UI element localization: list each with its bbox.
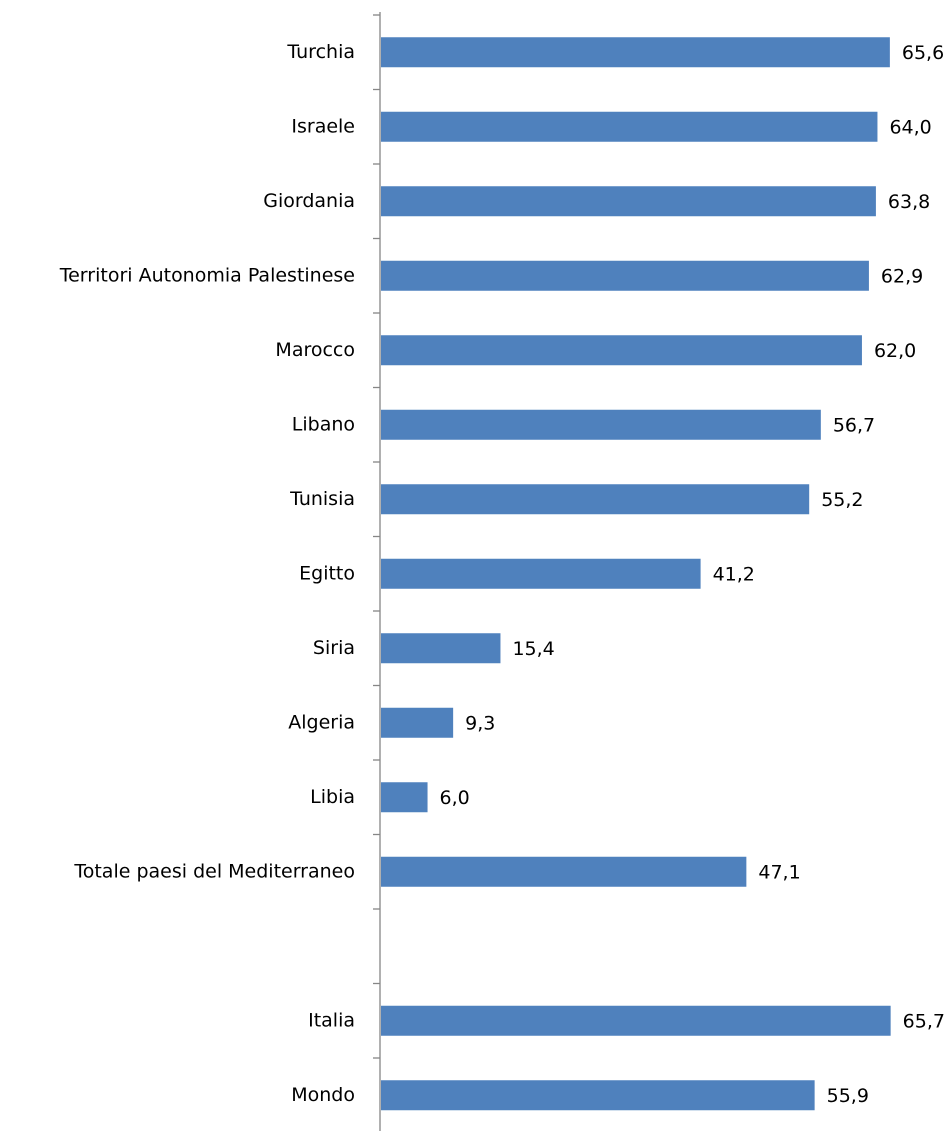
y-tick-label: Libia — [310, 786, 355, 808]
value-label: 55,9 — [827, 1085, 869, 1107]
y-tick-label: Siria — [313, 637, 355, 659]
bar — [381, 37, 890, 68]
value-label: 15,4 — [512, 638, 554, 660]
value-label: 41,2 — [713, 563, 755, 585]
y-tick-label: Turchia — [286, 41, 355, 63]
value-label: 9,3 — [465, 712, 495, 734]
bar — [381, 707, 454, 738]
value-label: 47,1 — [758, 861, 800, 883]
y-tick-label: Algeria — [288, 711, 355, 733]
y-tick-label: Libano — [292, 413, 355, 435]
y-tick-label: Mondo — [291, 1084, 355, 1106]
bar — [381, 1080, 815, 1111]
y-tick-label: Tunisia — [289, 488, 355, 510]
bar — [381, 186, 876, 217]
value-label: 65,7 — [903, 1010, 945, 1032]
value-label: 56,7 — [833, 414, 875, 436]
y-tick-label: Israele — [291, 115, 355, 137]
bar — [381, 782, 428, 813]
value-label: 64,0 — [889, 116, 931, 138]
value-label: 62,0 — [874, 340, 916, 362]
value-label: 65,6 — [902, 42, 944, 64]
y-tick-label: Italia — [308, 1009, 355, 1031]
bar — [381, 484, 810, 515]
bar — [381, 260, 869, 291]
bar — [381, 335, 862, 366]
y-tick-label: Egitto — [299, 562, 355, 584]
value-label: 63,8 — [888, 191, 930, 213]
bar — [381, 558, 701, 589]
bar — [381, 1005, 891, 1036]
bar — [381, 856, 747, 887]
y-tick-label: Totale paesi del Mediterraneo — [73, 860, 355, 882]
bar — [381, 409, 821, 440]
y-tick-label: Marocco — [275, 339, 355, 361]
value-label: 6,0 — [440, 787, 470, 809]
y-tick-label: Giordania — [263, 190, 355, 212]
bar — [381, 633, 501, 664]
value-label: 62,9 — [881, 265, 923, 287]
y-tick-label: Territori Autonomia Palestinese — [59, 264, 355, 286]
bar — [381, 111, 878, 142]
value-label: 55,2 — [821, 489, 863, 511]
